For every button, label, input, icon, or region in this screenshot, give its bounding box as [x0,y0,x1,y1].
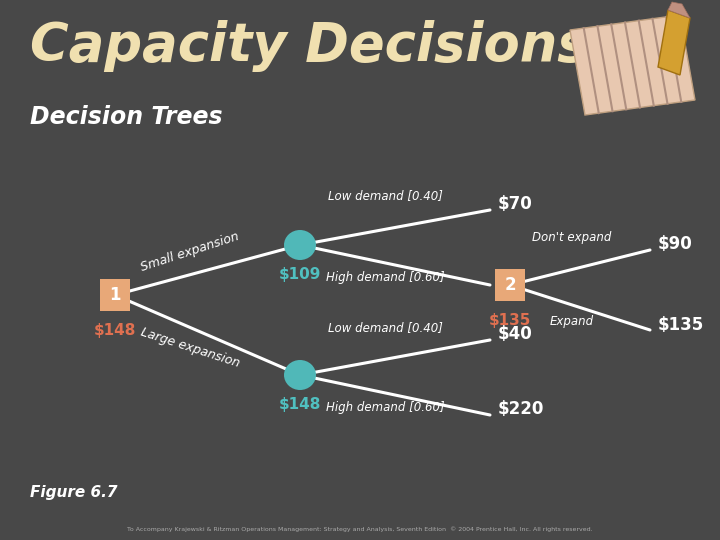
Text: Expand: Expand [550,315,594,328]
Text: $220: $220 [498,400,544,418]
Ellipse shape [284,360,316,390]
FancyBboxPatch shape [100,279,130,311]
Text: Low demand [0.40]: Low demand [0.40] [328,321,442,334]
Text: Don't expand: Don't expand [532,232,612,245]
Text: Decision Trees: Decision Trees [30,105,222,129]
Polygon shape [668,2,690,18]
Text: High demand [0.60]: High demand [0.60] [325,402,444,415]
FancyBboxPatch shape [495,269,525,301]
Text: $70: $70 [498,195,533,213]
Text: $40: $40 [498,325,533,343]
Text: High demand [0.60]: High demand [0.60] [325,272,444,285]
Text: Small expansion: Small expansion [139,230,240,274]
Polygon shape [570,15,695,115]
Text: $148: $148 [94,323,136,338]
Text: Low demand [0.40]: Low demand [0.40] [328,190,442,202]
Text: $109: $109 [279,267,321,282]
Text: Capacity Decisions: Capacity Decisions [30,20,589,72]
Text: Large expansion: Large expansion [139,326,241,370]
Text: $90: $90 [658,235,693,253]
Text: 2: 2 [504,276,516,294]
Text: $135: $135 [489,313,531,328]
Text: $135: $135 [658,316,704,334]
Ellipse shape [284,230,316,260]
Text: To Accompany Krajewski & Ritzman Operations Management: Strategy and Analysis, S: To Accompany Krajewski & Ritzman Operati… [127,526,593,532]
Text: 1: 1 [109,286,121,304]
Text: $148: $148 [279,397,321,412]
Text: Figure 6.7: Figure 6.7 [30,485,117,500]
Polygon shape [658,10,690,75]
